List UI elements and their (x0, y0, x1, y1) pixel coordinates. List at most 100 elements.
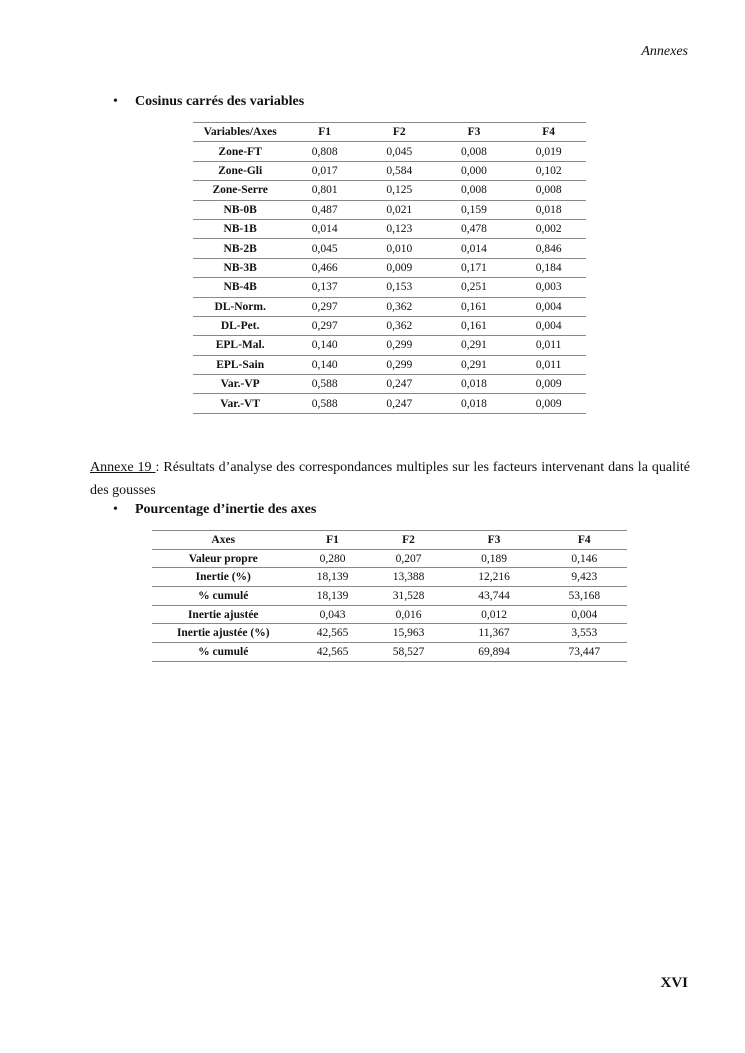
table-cell: 0,171 (436, 258, 512, 279)
table-cell: 0,018 (511, 200, 586, 220)
table-row: % cumulé 42,565 58,527 69,894 73,447 (152, 642, 627, 662)
table-cell: 18,139 (294, 567, 371, 588)
table-cell: 0,009 (511, 374, 586, 395)
table-cell: 0,247 (361, 393, 437, 414)
table-cell: 0,102 (511, 161, 586, 182)
table-cell: 0,146 (541, 549, 627, 569)
row-label: NB-2B (193, 238, 288, 259)
table-cell: 0,002 (511, 219, 586, 240)
table-header-row: Axes F1 F2 F3 F4 (152, 530, 627, 550)
bullet-icon: • (113, 502, 118, 517)
table-row: EPL-Sain 0,140 0,299 0,291 0,011 (193, 355, 586, 376)
column-header: F1 (294, 530, 371, 550)
table-cell: 0,016 (370, 605, 447, 625)
table-cell: 0,362 (361, 316, 437, 337)
row-label: DL-Pet. (193, 316, 288, 337)
table-row: Zone-Gli 0,017 0,584 0,000 0,102 (193, 161, 586, 182)
row-label: Zone-Serre (193, 180, 288, 201)
annex-text: : Résultats d’analyse des correspondance… (90, 460, 690, 498)
table-cell: 0,251 (436, 277, 512, 298)
table-cell: 0,045 (287, 238, 362, 259)
table-cell: 0,808 (287, 141, 362, 162)
annex-caption: Annexe 19 : Résultats d’analyse des corr… (90, 456, 690, 502)
table-row: % cumulé 18,139 31,528 43,744 53,168 (152, 586, 627, 606)
inertie-table: Axes F1 F2 F3 F4 Valeur propre 0,280 0,207 0,189… (152, 530, 627, 662)
table-cell: 0,009 (511, 393, 586, 414)
table-cell: 0,043 (294, 605, 371, 625)
table-cell: 0,801 (287, 180, 362, 201)
table-header-row: Variables/Axes F1 F2 F3 F4 (193, 121, 586, 143)
table-cell: 53,168 (541, 586, 627, 606)
table-cell: 0,299 (361, 355, 437, 376)
cosinus-table: Variables/Axes F1 F2 F3 F4 Zone-FT 0,808 0,045 0… (193, 121, 586, 414)
table-cell: 0,588 (287, 393, 362, 414)
annex-label: Annexe 19 (90, 460, 156, 475)
row-label: Zone-Gli (193, 161, 288, 182)
row-label: % cumulé (152, 586, 295, 606)
table-cell: 0,588 (287, 374, 362, 395)
row-label: Valeur propre (152, 549, 295, 569)
table-cell: 0,009 (361, 258, 437, 279)
table-cell: 11,367 (446, 623, 542, 644)
table-cell: 69,894 (446, 642, 542, 662)
row-label: Inertie ajustée (%) (152, 623, 295, 644)
table-cell: 0,014 (436, 238, 512, 259)
table-cell: 0,161 (436, 316, 512, 337)
running-header: Annexes (641, 44, 688, 59)
table-cell: 0,137 (287, 277, 362, 298)
section-heading-cosinus: • Cosinus carrés des variables (113, 94, 304, 110)
table-row: Inertie ajustée 0,043 0,016 0,012 0,004 (152, 605, 627, 625)
table-cell: 0,478 (436, 219, 512, 240)
section-title: Cosinus carrés des variables (135, 94, 305, 109)
table-row: DL-Norm. 0,297 0,362 0,161 0,004 (193, 297, 586, 317)
bullet-icon: • (113, 94, 118, 109)
table-cell: 0,011 (511, 335, 586, 356)
row-label: Zone-FT (193, 141, 288, 162)
row-label: DL-Norm. (193, 297, 288, 317)
row-label: NB-1B (193, 219, 288, 240)
row-label: EPL-Sain (193, 355, 288, 376)
table-cell: 0,021 (361, 200, 437, 220)
table-cell: 0,140 (287, 355, 362, 376)
table-cell: 0,008 (436, 141, 512, 162)
table-cell: 0,280 (294, 549, 371, 569)
table-cell: 0,019 (511, 141, 586, 162)
table-cell: 0,466 (287, 258, 362, 279)
column-header: F4 (541, 530, 627, 550)
section-heading-inertie: • Pourcentage d’inertie des axes (113, 502, 316, 518)
table-cell: 0,161 (436, 297, 512, 317)
table-row: NB-3B 0,466 0,009 0,171 0,184 (193, 258, 586, 279)
table-row: Var.-VP 0,588 0,247 0,018 0,009 (193, 374, 586, 395)
table-cell: 0,140 (287, 335, 362, 356)
row-label: NB-4B (193, 277, 288, 298)
column-header: F3 (436, 121, 512, 143)
table-cell: 0,207 (370, 549, 447, 569)
table-cell: 0,184 (511, 258, 586, 279)
column-header: F2 (361, 121, 437, 143)
table-cell: 0,153 (361, 277, 437, 298)
table-row: Zone-Serre 0,801 0,125 0,008 0,008 (193, 180, 586, 201)
table-cell: 0,123 (361, 219, 437, 240)
row-label: Inertie ajustée (152, 605, 295, 625)
table-row: NB-0B 0,487 0,021 0,159 0,018 (193, 200, 586, 220)
column-header: F2 (370, 530, 447, 550)
table-cell: 0,291 (436, 355, 512, 376)
table-cell: 43,744 (446, 586, 542, 606)
table-cell: 0,008 (511, 180, 586, 201)
table-cell: 0,299 (361, 335, 437, 356)
table-cell: 0,000 (436, 161, 512, 182)
column-header: Axes (152, 530, 295, 550)
table-cell: 58,527 (370, 642, 447, 662)
row-label: Var.-VT (193, 393, 288, 414)
table-row: Inertie (%) 18,139 13,388 12,216 9,423 (152, 567, 627, 588)
table-row: Var.-VT 0,588 0,247 0,018 0,009 (193, 393, 586, 414)
column-header: F4 (511, 121, 586, 143)
table-cell: 0,297 (287, 297, 362, 317)
table-cell: 0,004 (541, 605, 627, 625)
table-cell: 0,018 (436, 393, 512, 414)
table-cell: 42,565 (294, 623, 371, 644)
column-header: F3 (446, 530, 542, 550)
row-label: EPL-Mal. (193, 335, 288, 356)
table-cell: 31,528 (370, 586, 447, 606)
